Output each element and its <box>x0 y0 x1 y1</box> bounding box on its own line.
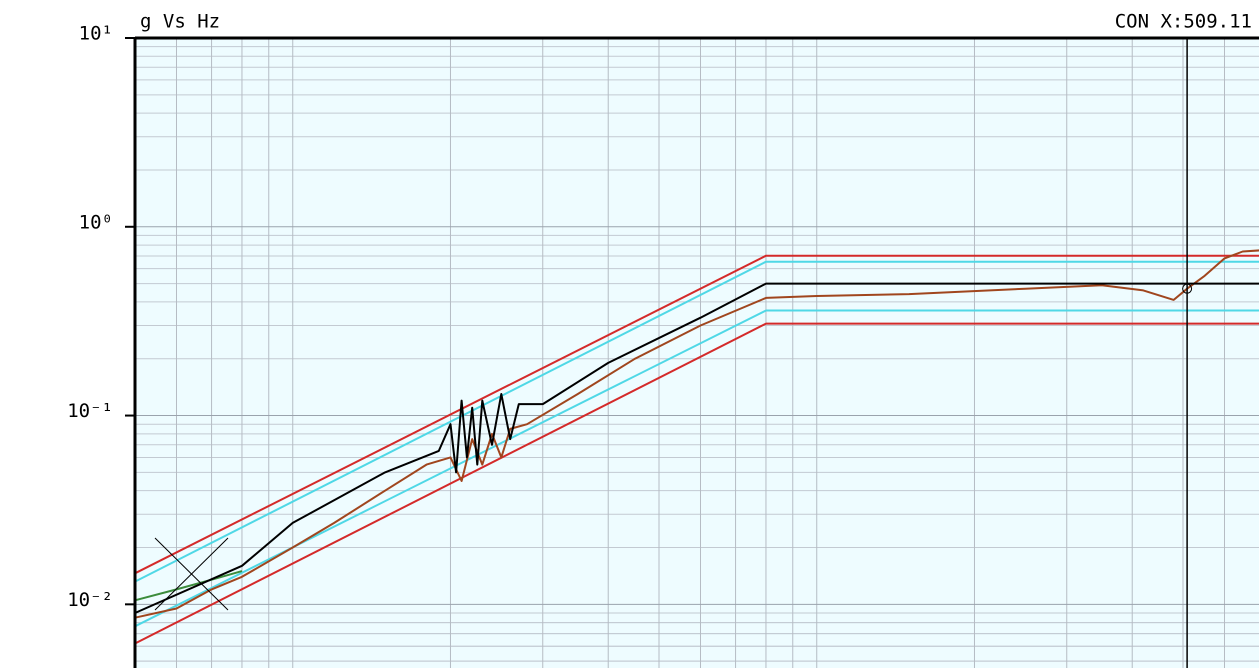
plot-area <box>135 38 1259 668</box>
traces <box>134 249 1259 645</box>
series-line <box>134 249 1259 619</box>
y-tick-label: 10⁻² <box>67 589 113 611</box>
series-line <box>134 309 1259 628</box>
y-tick-label: 10¹ <box>79 23 113 45</box>
y-tick-label: 10⁻¹ <box>67 400 113 422</box>
series-line <box>134 282 1259 614</box>
y-tick-label: 10⁰ <box>79 211 113 233</box>
cursor-marker <box>1182 283 1193 294</box>
series-line <box>134 570 243 602</box>
marker-cross <box>154 537 229 611</box>
series-line <box>134 260 1259 583</box>
chart-title: g Vs Hz <box>140 11 220 33</box>
cursor-label: CON X:509.11 <box>1115 11 1252 33</box>
series-line <box>134 254 1259 575</box>
series-line <box>134 322 1259 645</box>
